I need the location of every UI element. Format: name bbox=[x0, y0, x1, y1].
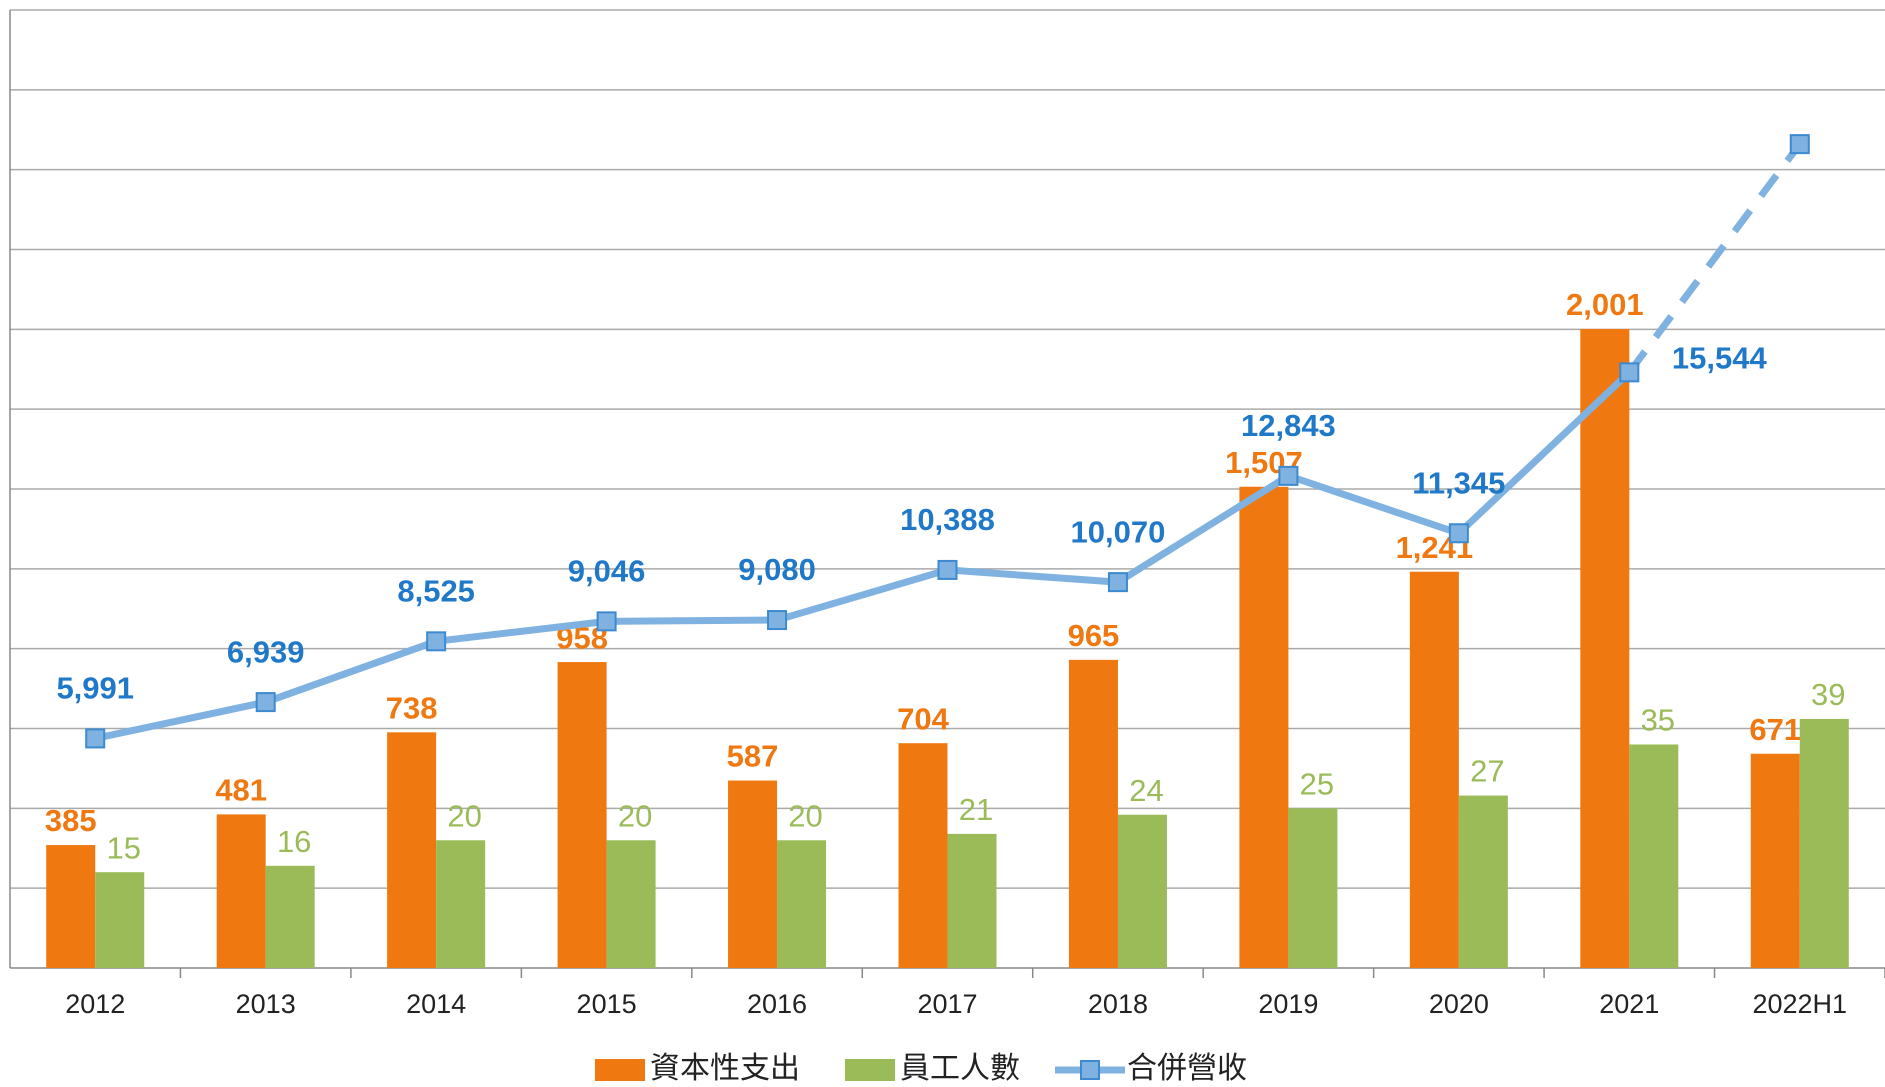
line-dashed bbox=[1626, 142, 1803, 375]
bar bbox=[1409, 571, 1459, 968]
marker bbox=[937, 559, 958, 580]
data-label: 25 bbox=[1300, 767, 1334, 802]
data-label: 21 bbox=[959, 792, 993, 827]
x-tick-label: 2012 bbox=[65, 989, 125, 1019]
legend-label: 資本性支出 bbox=[650, 1052, 800, 1085]
x-tick-label: 2021 bbox=[1599, 989, 1659, 1019]
x-tick-label: 2018 bbox=[1088, 989, 1148, 1019]
x-tick-label: 2016 bbox=[747, 989, 807, 1019]
data-label: 24 bbox=[1129, 773, 1163, 808]
data-label: 15 bbox=[106, 830, 140, 865]
bar bbox=[46, 845, 96, 968]
data-label: 11,345 bbox=[1412, 465, 1505, 500]
data-label: 6,939 bbox=[227, 634, 305, 669]
x-tick-label: 2013 bbox=[236, 989, 296, 1019]
marker bbox=[1107, 572, 1128, 593]
bar bbox=[216, 814, 266, 968]
data-label: 9,080 bbox=[738, 552, 816, 587]
data-label: 10,070 bbox=[1071, 514, 1166, 549]
bar bbox=[1068, 659, 1118, 968]
legend-marker bbox=[1080, 1060, 1100, 1080]
legend-item: 員工人數 bbox=[845, 1052, 1020, 1085]
data-label: 20 bbox=[788, 798, 822, 833]
bar bbox=[387, 732, 437, 968]
data-label: 8,525 bbox=[397, 574, 475, 609]
data-label: 12,843 bbox=[1241, 408, 1336, 443]
bar bbox=[728, 780, 778, 968]
data-label: 20 bbox=[447, 798, 481, 833]
x-tick-label: 2022H1 bbox=[1752, 989, 1847, 1019]
x-tick-label: 2015 bbox=[577, 989, 637, 1019]
marker bbox=[1619, 362, 1640, 383]
data-label: 27 bbox=[1470, 754, 1504, 789]
bar bbox=[777, 840, 827, 968]
bar bbox=[1629, 744, 1679, 968]
bar bbox=[1288, 808, 1338, 968]
data-label: 35 bbox=[1641, 703, 1675, 738]
bar bbox=[436, 840, 486, 968]
bar bbox=[1239, 486, 1289, 968]
data-label: 704 bbox=[897, 701, 949, 736]
data-label: 16 bbox=[277, 824, 311, 859]
bar bbox=[947, 833, 997, 968]
data-label: 671 bbox=[1749, 712, 1801, 747]
bar bbox=[265, 865, 315, 968]
marker bbox=[1448, 523, 1469, 544]
data-label: 587 bbox=[727, 739, 779, 774]
data-label: 5,991 bbox=[56, 671, 134, 706]
bar bbox=[898, 743, 948, 968]
legend-swatch bbox=[845, 1059, 895, 1081]
legend-item: 資本性支出 bbox=[595, 1052, 800, 1085]
data-label: 481 bbox=[215, 773, 267, 808]
x-tick-label: 2020 bbox=[1429, 989, 1489, 1019]
bar bbox=[1117, 814, 1167, 968]
bar bbox=[95, 872, 145, 968]
data-label: 20 bbox=[618, 798, 652, 833]
bar bbox=[1750, 753, 1800, 968]
marker bbox=[85, 728, 106, 749]
data-label: 965 bbox=[1068, 618, 1120, 653]
marker bbox=[255, 692, 276, 713]
bar bbox=[606, 840, 656, 968]
data-label: 9,046 bbox=[568, 554, 646, 589]
data-label: 2,001 bbox=[1566, 287, 1644, 322]
marker bbox=[596, 611, 617, 632]
bar bbox=[1799, 718, 1849, 968]
data-label: 385 bbox=[45, 803, 97, 838]
data-label: 39 bbox=[1811, 677, 1845, 712]
data-label: 15,544 bbox=[1672, 341, 1768, 376]
x-tick-label: 2019 bbox=[1258, 989, 1318, 1019]
marker bbox=[1789, 134, 1810, 155]
marker bbox=[767, 610, 788, 631]
bar bbox=[1580, 329, 1630, 968]
bar bbox=[1458, 795, 1508, 968]
data-label: 10,388 bbox=[900, 502, 995, 537]
bar bbox=[557, 662, 607, 968]
marker bbox=[426, 631, 447, 652]
legend-item: 合併營收 bbox=[1055, 1052, 1247, 1085]
legend-swatch bbox=[595, 1059, 645, 1081]
legend-label: 合併營收 bbox=[1127, 1052, 1247, 1085]
x-tick-label: 2017 bbox=[917, 989, 977, 1019]
legend-label: 員工人數 bbox=[900, 1052, 1020, 1085]
marker bbox=[1278, 465, 1299, 486]
line bbox=[94, 369, 1632, 742]
data-label: 738 bbox=[386, 691, 438, 726]
x-tick-label: 2014 bbox=[406, 989, 466, 1019]
